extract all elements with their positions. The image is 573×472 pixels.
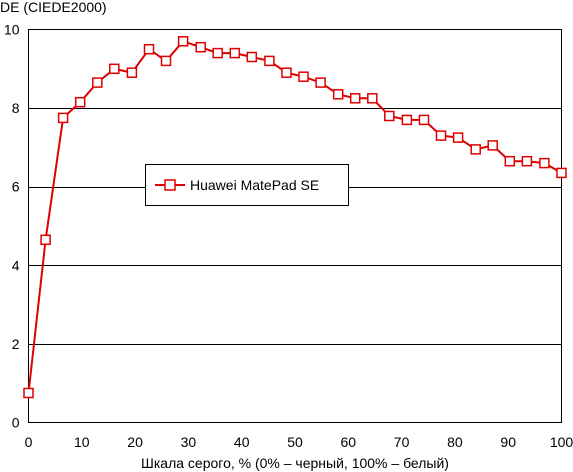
- data-point: [92, 77, 103, 88]
- x-tick-label: 80: [447, 434, 463, 450]
- data-point: [281, 67, 292, 78]
- y-tick-label: 0: [12, 415, 20, 431]
- x-tick-label: 100: [550, 434, 573, 450]
- data-point: [23, 387, 34, 399]
- data-point: [57, 112, 69, 124]
- data-point: [160, 55, 172, 67]
- data-point: [556, 167, 567, 179]
- data-point: [539, 157, 550, 169]
- data-point: [367, 93, 378, 104]
- x-tick-label: 90: [500, 434, 516, 450]
- data-point: [418, 114, 430, 126]
- data-point: [264, 55, 275, 67]
- data-point: [212, 47, 223, 59]
- x-tick-label: 0: [25, 434, 33, 450]
- x-tick-label: 50: [287, 434, 303, 450]
- data-point: [143, 43, 155, 55]
- data-point: [435, 130, 447, 141]
- data-point: [452, 132, 464, 143]
- y-tick-label: 8: [12, 100, 20, 116]
- data-point: [504, 155, 516, 167]
- y-tick-label: 10: [4, 22, 20, 38]
- series-line: [27, 40, 562, 394]
- data-point: [195, 41, 206, 53]
- x-tick-label: 70: [394, 434, 410, 450]
- series-layer: [23, 36, 567, 399]
- legend-label: Huawei MatePad SE: [190, 177, 319, 193]
- data-point: [74, 96, 86, 108]
- data-point: [126, 67, 138, 78]
- grid-lines: [28, 108, 562, 345]
- x-tick-labels: 0 10 20 30 40 50 60 70 80 90 100: [25, 434, 573, 450]
- y-axis-label: DE (CIEDE2000): [0, 0, 107, 15]
- x-tick-label: 20: [127, 434, 143, 450]
- data-point: [177, 36, 189, 47]
- data-point: [384, 110, 395, 122]
- data-point: [40, 234, 51, 246]
- data-point: [315, 77, 326, 88]
- data-point: [401, 114, 413, 126]
- data-point: [298, 71, 309, 82]
- data-point: [521, 155, 533, 167]
- y-tick-label: 4: [12, 257, 20, 273]
- data-point: [470, 144, 481, 155]
- data-point: [229, 47, 241, 59]
- data-point: [487, 140, 498, 151]
- data-point: [349, 93, 361, 104]
- y-tick-label: 2: [12, 336, 20, 352]
- legend-marker: [164, 179, 176, 191]
- x-axis-label: Шкала серого, % (0% – черный, 100% – бел…: [141, 455, 449, 471]
- x-tick-label: 30: [181, 434, 197, 450]
- data-point: [109, 63, 120, 75]
- y-tick-labels: 0 2 4 6 8 10: [4, 22, 20, 431]
- plot-area: [28, 29, 562, 423]
- x-tick-label: 60: [341, 434, 357, 450]
- data-point: [246, 51, 258, 63]
- data-point: [332, 89, 344, 100]
- y-tick-label: 6: [12, 179, 20, 195]
- legend: Huawei MatePad SE: [145, 164, 349, 206]
- x-tick-label: 40: [234, 434, 250, 450]
- x-tick-label: 10: [74, 434, 90, 450]
